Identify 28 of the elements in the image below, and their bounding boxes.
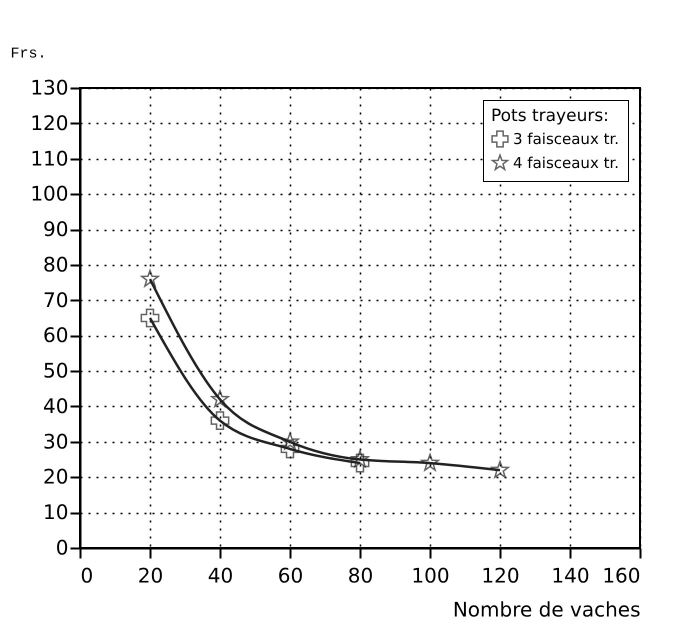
legend-label: 3 faisceaux tr. [513,130,620,148]
y-tick-label: 0 [56,536,68,560]
y-tick-label: 130 [30,76,68,100]
y-tick-label: 120 [30,110,68,135]
y-tick-label: 90 [43,217,68,242]
y-tick-label: 100 [30,182,68,206]
y-tick-label: 110 [30,146,68,170]
x-tick-label: 120 [481,564,520,588]
x-tick-label: 140 [551,564,590,588]
x-tick-label: 0 [80,564,94,588]
x-tick-label: 80 [348,564,374,588]
x-tick-label: 40 [208,564,234,588]
y-tick-label: 60 [43,323,68,348]
x-tick-label: 20 [138,564,164,588]
y-tick-label: 50 [43,358,68,383]
y-tick-label: 40 [43,394,68,418]
y-tick-label: 20 [43,464,68,489]
x-tick-label: 160 [602,564,640,588]
x-axis-title: Nombre de vaches [452,598,640,622]
legend-label: 4 faisceaux tr. [513,154,620,172]
y-tick-label: 80 [43,252,68,276]
y-axis-title: Frs. [10,46,47,62]
legend-title: Pots trayeurs: [491,106,609,126]
y-tick-label: 70 [43,288,68,312]
y-tick-label: 30 [43,429,68,454]
x-tick-label: 60 [278,564,304,588]
y-tick-label: 10 [43,500,68,524]
x-tick-label: 100 [411,564,450,588]
